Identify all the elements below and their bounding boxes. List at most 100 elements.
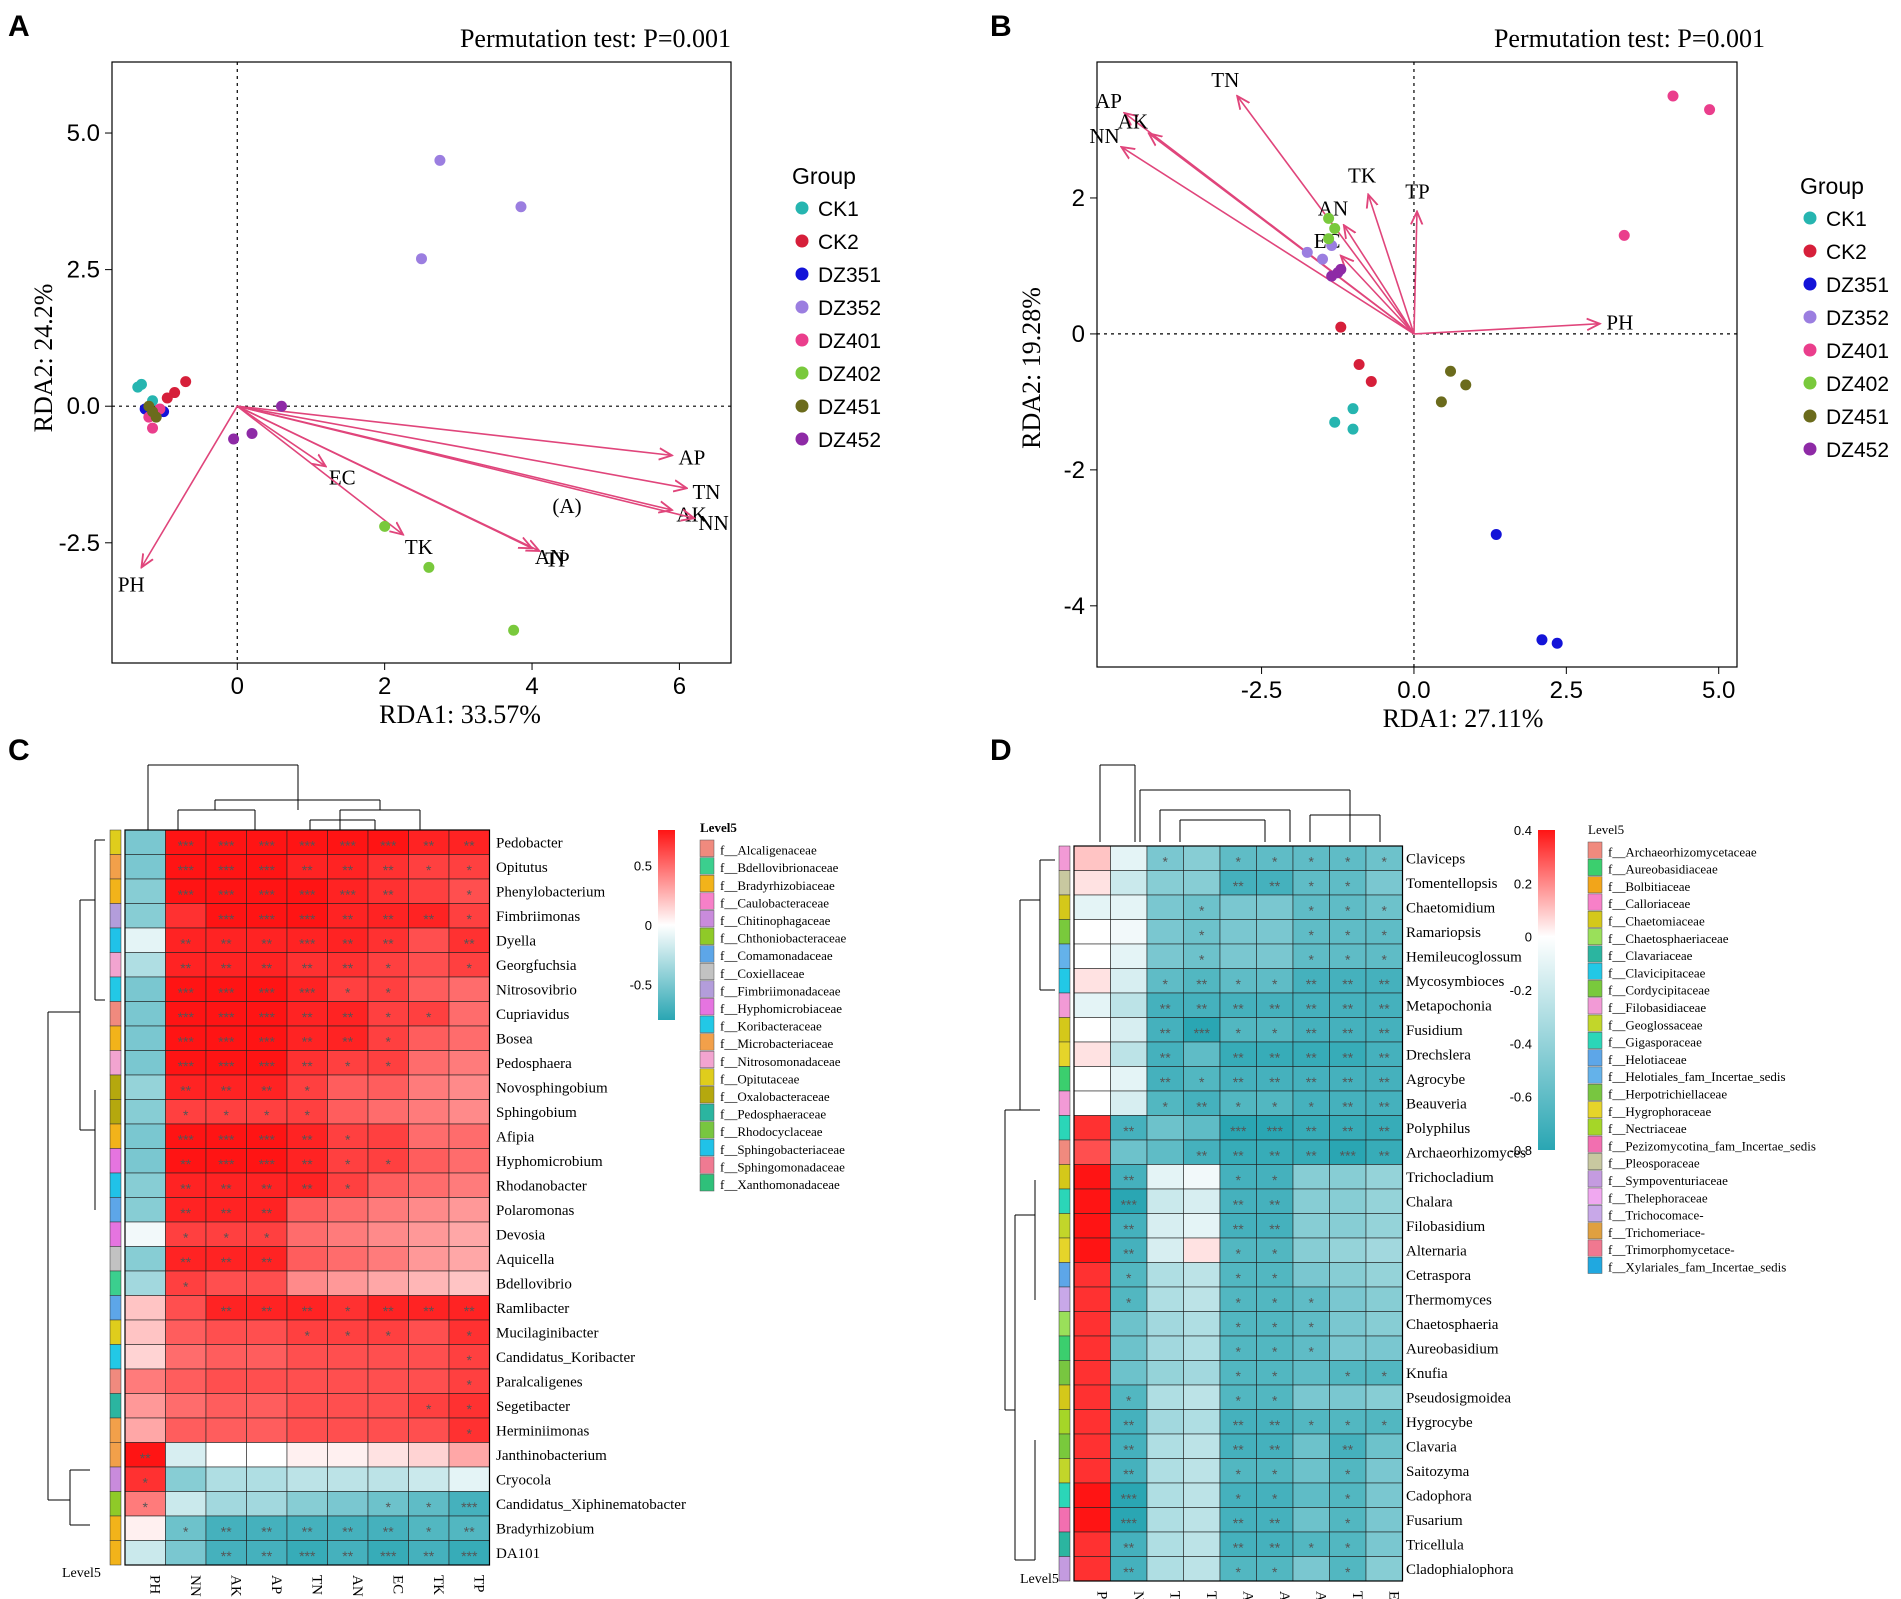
significance-mark: *	[1309, 1098, 1315, 1114]
family-legend-label-f-hyphomicrobiaceae: f__Hyphomicrobiaceae	[720, 1001, 842, 1016]
row-label-nitrosovibrio: Nitrosovibrio	[496, 982, 577, 998]
significance-mark: *	[1345, 902, 1351, 918]
family-strip-cell	[1058, 894, 1071, 920]
heat-cell	[165, 1368, 207, 1394]
heat-cell	[1110, 1556, 1148, 1582]
heat-cell	[1219, 1507, 1257, 1533]
heat-cell	[1073, 1139, 1111, 1165]
family-strip-cell	[1058, 1433, 1071, 1459]
significance-mark: ***	[299, 935, 316, 951]
significance-mark: ***	[178, 837, 195, 853]
legend-label-dz352: DZ352	[818, 297, 881, 320]
significance-mark: **	[1160, 1000, 1171, 1016]
heat-cell	[205, 1393, 247, 1419]
row-label-mucilaginibacter: Mucilaginibacter	[496, 1325, 598, 1341]
heat-cell	[408, 1442, 450, 1468]
column-label-ak: AK	[1239, 1591, 1255, 1599]
family-strip-cell	[1058, 1188, 1071, 1214]
family-strip-cell	[1058, 870, 1071, 896]
significance-mark: **	[1342, 1049, 1353, 1065]
significance-mark: ***	[1340, 1147, 1357, 1163]
heat-cell	[448, 1442, 490, 1468]
heat-cell	[286, 1172, 328, 1198]
legend-label-dz451: DZ451	[1826, 406, 1889, 429]
significance-mark: **	[221, 1303, 232, 1319]
heat-cell	[327, 1025, 369, 1051]
heat-cell	[1292, 1139, 1330, 1165]
significance-mark: **	[342, 935, 353, 951]
heat-cell	[165, 1393, 207, 1419]
x-axis-title: RDA1: 33.57%	[379, 700, 541, 729]
panel-label-a: A	[8, 10, 30, 43]
heat-cell	[246, 1246, 288, 1272]
heat-cell	[1292, 919, 1330, 945]
heat-cell	[205, 1442, 247, 1468]
family-legend-swatch	[699, 962, 715, 981]
column-label-ap: AP	[268, 1575, 284, 1594]
heat-cell	[327, 976, 369, 1002]
heat-cell	[448, 976, 490, 1002]
heat-cell	[408, 1393, 450, 1419]
significance-mark: ***	[218, 1009, 235, 1025]
significance-mark: ***	[1267, 1123, 1284, 1139]
significance-mark: **	[1233, 1441, 1244, 1457]
vector-tp	[236, 405, 539, 551]
row-label-bosea: Bosea	[496, 1031, 533, 1047]
significance-mark: *	[386, 1033, 392, 1049]
heat-cell	[1146, 1311, 1184, 1337]
y-tick-label: 5.0	[67, 120, 100, 147]
family-legend-swatch	[1587, 1205, 1603, 1222]
significance-mark: **	[302, 1033, 313, 1049]
family-legend-swatch	[699, 980, 715, 998]
heat-cell	[246, 1123, 288, 1149]
family-strip-cell	[109, 1074, 122, 1100]
heat-cell	[286, 1466, 328, 1492]
heat-cell	[367, 1344, 409, 1370]
heat-cell	[246, 1442, 288, 1468]
family-legend-label-f-helotiales-fam-incertae-sedis: f__Helotiales_fam_Incertae_sedis	[1608, 1069, 1786, 1084]
significance-mark: **	[342, 1033, 353, 1049]
column-label-an: AN	[349, 1575, 365, 1597]
heat-cell	[205, 1270, 247, 1296]
heat-cell	[1110, 1139, 1148, 1165]
colorbar-tick-label: 0.5	[634, 859, 652, 874]
x-tick-label: 2.5	[1550, 677, 1583, 704]
significance-mark: *	[1382, 853, 1388, 869]
row-label-beauveria: Beauveria	[1406, 1096, 1467, 1112]
column-label-ec: EC	[1385, 1591, 1401, 1599]
legend-label-dz451: DZ451	[818, 396, 881, 419]
heat-cell	[367, 927, 409, 953]
legend-title: Group	[792, 163, 856, 189]
row-label-bradyrhizobium: Bradyrhizobium	[496, 1521, 595, 1537]
significance-mark: **	[1342, 976, 1353, 992]
significance-mark: **	[1342, 1000, 1353, 1016]
significance-mark: **	[1123, 1245, 1134, 1261]
heat-cell	[327, 1074, 369, 1100]
plot-frame	[1096, 61, 1738, 668]
family-legend-label-f-nectriaceae: f__Nectriaceae	[1608, 1121, 1687, 1136]
heat-cell	[1183, 1188, 1221, 1214]
significance-mark: *	[386, 984, 392, 1000]
heat-cell	[246, 1172, 288, 1198]
heat-cell	[327, 1172, 369, 1198]
significance-mark: ***	[218, 1156, 235, 1172]
heat-cell	[205, 952, 247, 978]
vector-tp	[1414, 212, 1417, 334]
column-label-ec: EC	[389, 1575, 405, 1594]
significance-mark: ***	[299, 984, 316, 1000]
family-legend-label-f-xanthomonadaceae: f__Xanthomonadaceae	[720, 1177, 840, 1192]
heat-cell	[1256, 1115, 1294, 1141]
significance-mark: ***	[340, 886, 357, 902]
significance-mark: *	[345, 1131, 351, 1147]
heat-cell	[1256, 1213, 1294, 1239]
heat-cell	[448, 829, 490, 855]
significance-mark: *	[305, 1082, 311, 1098]
x-tick-label: -2.5	[1241, 677, 1282, 704]
row-label-hemileucoglossum: Hemileucoglossum	[1406, 949, 1522, 965]
significance-mark: **	[1379, 976, 1390, 992]
heat-cell	[1365, 1360, 1403, 1386]
heat-cell	[408, 1099, 450, 1125]
significance-mark: *	[1309, 1319, 1315, 1335]
heat-cell	[1292, 1237, 1330, 1263]
family-strip-cell	[109, 1172, 122, 1198]
